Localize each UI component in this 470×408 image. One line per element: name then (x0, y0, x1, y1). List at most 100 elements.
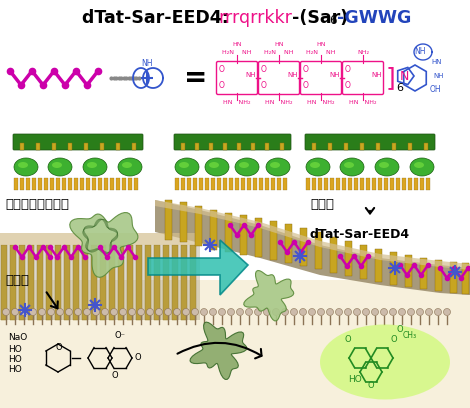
Bar (199, 178, 203, 190)
Bar (217, 178, 221, 190)
Bar (36, 143, 40, 150)
FancyBboxPatch shape (0, 245, 200, 320)
Circle shape (264, 308, 271, 315)
Circle shape (290, 308, 298, 315)
Bar (271, 178, 275, 190)
Text: O: O (303, 80, 309, 89)
Text: HO: HO (8, 366, 22, 375)
Ellipse shape (239, 162, 249, 168)
Bar (205, 178, 209, 190)
Ellipse shape (344, 162, 354, 168)
Bar (280, 143, 284, 150)
Bar (68, 143, 72, 150)
Bar (86, 178, 90, 190)
Circle shape (399, 308, 406, 315)
Text: NH: NH (434, 73, 444, 79)
Circle shape (47, 308, 55, 315)
Bar (376, 143, 380, 150)
Bar (360, 178, 364, 190)
Text: NH: NH (141, 60, 153, 69)
Text: O: O (135, 353, 141, 362)
Circle shape (11, 308, 18, 315)
Text: H₂N    NH: H₂N NH (222, 51, 252, 55)
Bar (100, 143, 104, 150)
Circle shape (318, 308, 324, 315)
Bar (312, 143, 316, 150)
Bar (187, 178, 191, 190)
Bar (435, 260, 442, 291)
Circle shape (201, 308, 207, 315)
Bar (265, 178, 269, 190)
Bar (109, 245, 115, 320)
Bar (50, 178, 54, 190)
Ellipse shape (266, 158, 290, 176)
Text: N: N (400, 69, 409, 82)
Circle shape (327, 308, 334, 315)
Ellipse shape (87, 162, 97, 168)
Circle shape (147, 308, 154, 315)
Circle shape (434, 308, 441, 315)
FancyBboxPatch shape (0, 233, 200, 245)
Ellipse shape (270, 162, 280, 168)
Text: HO: HO (348, 375, 362, 384)
Bar (0, 280, 470, 408)
Bar (408, 143, 412, 150)
Bar (180, 202, 187, 242)
Bar (223, 178, 227, 190)
Circle shape (353, 308, 360, 315)
Bar (378, 178, 382, 190)
Circle shape (299, 308, 306, 315)
Bar (110, 178, 114, 190)
Text: dTat-Sar-EED4: dTat-Sar-EED4 (310, 228, 410, 242)
Bar (80, 178, 84, 190)
Bar (336, 178, 340, 190)
Ellipse shape (410, 158, 434, 176)
Text: HN   NH₂: HN NH₂ (307, 100, 335, 106)
Bar (265, 143, 269, 150)
Bar (195, 143, 199, 150)
Bar (408, 178, 412, 190)
Ellipse shape (175, 158, 199, 176)
Bar (348, 178, 352, 190)
Bar (402, 178, 406, 190)
Bar (211, 178, 215, 190)
Circle shape (110, 308, 118, 315)
Bar (44, 178, 48, 190)
Bar (64, 245, 70, 320)
Bar (154, 245, 160, 320)
Circle shape (336, 308, 343, 315)
Bar (163, 245, 169, 320)
Text: -GWWG: -GWWG (337, 9, 411, 27)
Bar (229, 178, 233, 190)
Ellipse shape (414, 162, 424, 168)
Polygon shape (155, 200, 470, 295)
Bar (345, 241, 352, 276)
Bar (277, 178, 281, 190)
Circle shape (39, 308, 46, 315)
Bar (100, 245, 106, 320)
Bar (414, 178, 418, 190)
Text: NH: NH (246, 72, 256, 78)
Bar (19, 245, 25, 320)
Bar (193, 178, 197, 190)
Circle shape (119, 308, 126, 315)
Bar (283, 178, 287, 190)
Bar (405, 255, 412, 287)
Circle shape (381, 308, 387, 315)
Polygon shape (70, 213, 138, 277)
Bar (92, 178, 96, 190)
Bar (28, 245, 34, 320)
Text: rrrqrrkkr: rrrqrrkkr (218, 9, 292, 27)
Text: H₂N    NH: H₂N NH (306, 51, 336, 55)
Bar (240, 215, 247, 255)
Ellipse shape (18, 162, 28, 168)
Circle shape (273, 308, 280, 315)
Text: O: O (219, 80, 225, 89)
Bar (375, 249, 382, 282)
Ellipse shape (375, 158, 399, 176)
Bar (20, 178, 24, 190)
Bar (190, 245, 196, 320)
Text: NH: NH (414, 47, 426, 56)
Circle shape (210, 308, 217, 315)
Text: 6: 6 (329, 15, 337, 27)
